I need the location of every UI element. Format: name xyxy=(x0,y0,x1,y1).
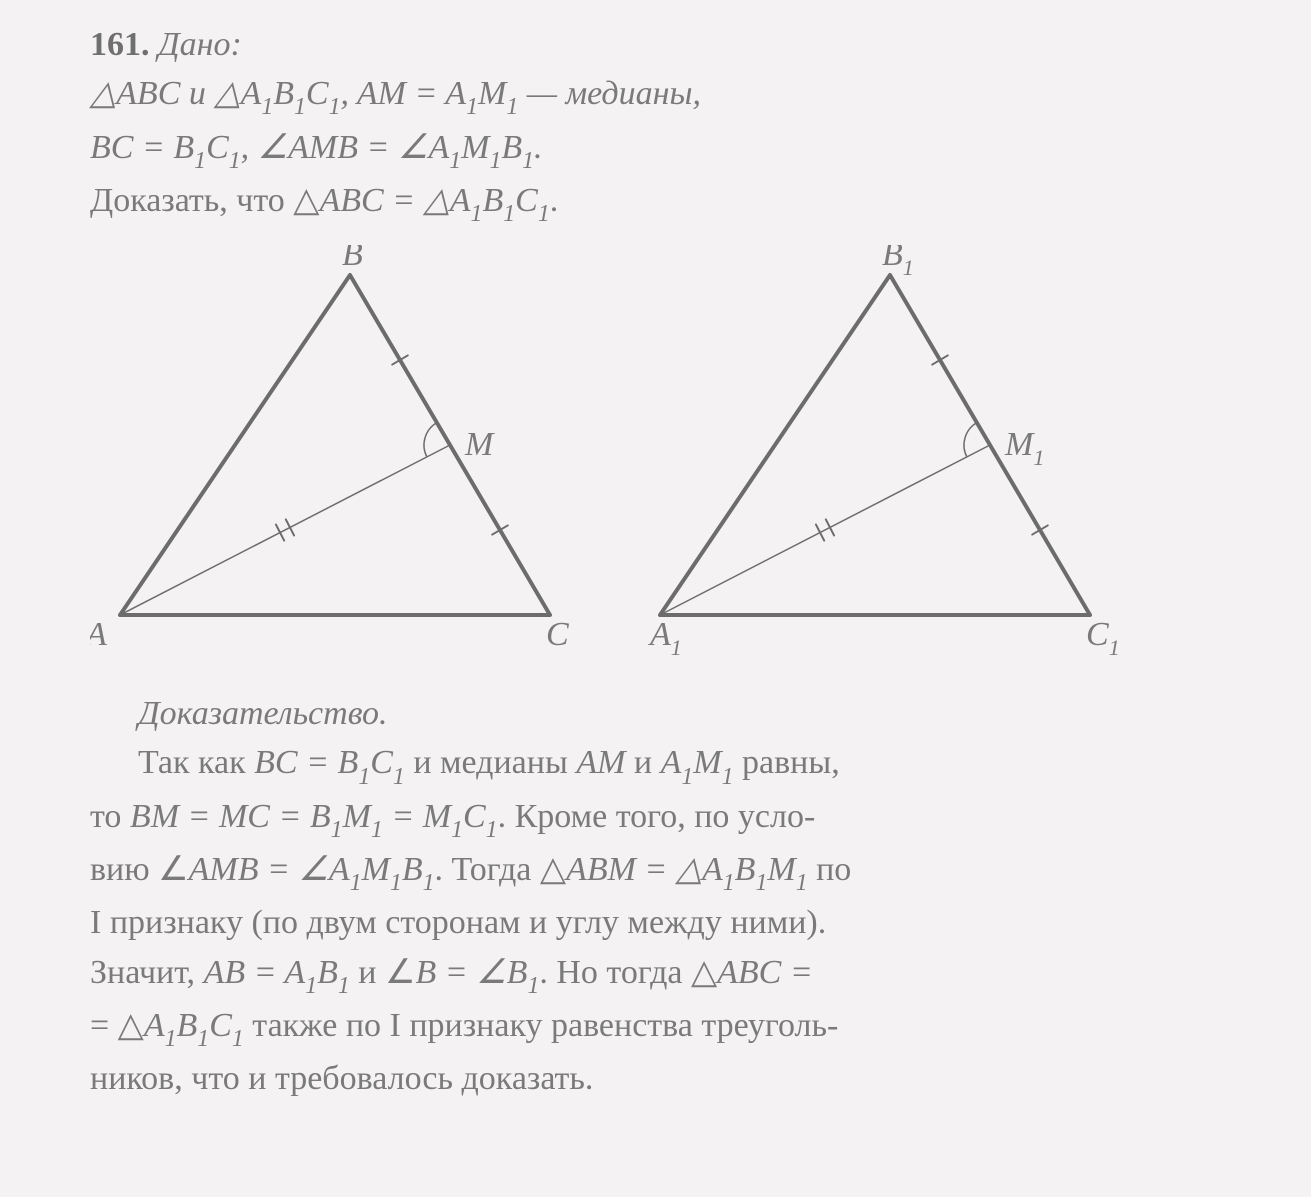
svg-text:A1: A1 xyxy=(648,616,682,660)
figure: A B C M A1 B1 C1 M1 xyxy=(90,245,1221,665)
given-line-1: △ABC и △A1B1C1, AM = A1M1 — медианы, xyxy=(90,69,1221,122)
svg-text:C: C xyxy=(546,616,569,653)
proof-line-3: вию ∠AMB = ∠A1M1B1. Тогда △ABM = △A1B1M1… xyxy=(90,845,1221,898)
proof-line-1: Так как BC = B1C1 и медианы AM и A1M1 ра… xyxy=(90,738,1221,791)
proof-line-2: то BM = MC = B1M1 = M1C1. Кроме того, по… xyxy=(90,792,1221,845)
proof-line-5: Значит, AB = A1B1 и ∠B = ∠B1. Но тогда △… xyxy=(90,948,1221,1001)
svg-text:M1: M1 xyxy=(1004,426,1044,470)
proof-line-4: I признаку (по двум сторонам и углу межд… xyxy=(90,898,1221,947)
given-line-0: 161. Дано: xyxy=(90,20,1221,69)
triangles-diagram: A B C M A1 B1 C1 M1 xyxy=(90,245,1220,665)
problem-number: 161. xyxy=(90,26,150,63)
proof-block: Доказательство. Так как BC = B1C1 и меди… xyxy=(90,689,1221,1103)
given-line-3: Доказать, что △ABC = △A1B1C1. xyxy=(90,176,1221,229)
proof-line-7: ников, что и требовалось доказать. xyxy=(90,1054,1221,1103)
given-line-2: BC = B1C1, ∠AMB = ∠A1M1B1. xyxy=(90,123,1221,176)
given-label: Дано: xyxy=(158,26,242,63)
proof-line-6: = △A1B1C1 также по I признаку равенства … xyxy=(90,1001,1221,1054)
proof-label: Доказательство. xyxy=(90,689,1221,738)
svg-text:B1: B1 xyxy=(882,245,914,280)
svg-text:B: B xyxy=(342,245,363,273)
svg-text:A: A xyxy=(90,616,107,653)
svg-text:M: M xyxy=(464,426,495,463)
svg-text:C1: C1 xyxy=(1086,616,1120,660)
page: 161. Дано: △ABC и △A1B1C1, AM = A1M1 — м… xyxy=(0,0,1311,1144)
